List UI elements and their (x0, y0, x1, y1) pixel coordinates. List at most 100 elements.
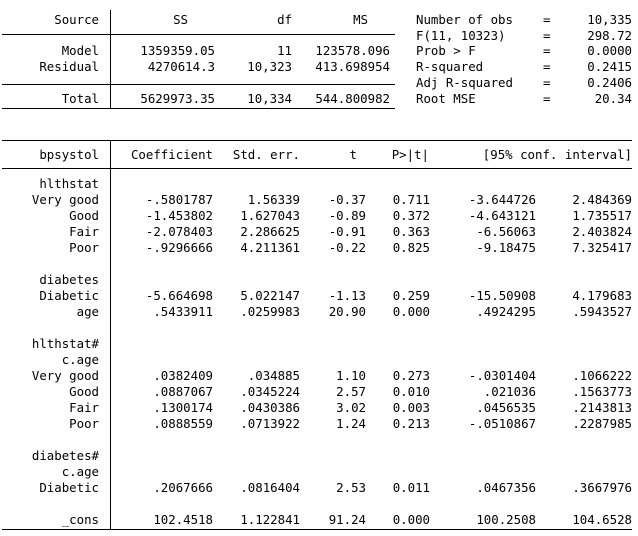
stderr-value: .034885 (247, 368, 300, 383)
stderr-value: .0430386 (240, 400, 300, 415)
ci-upper-value: 2.403824 (572, 224, 632, 239)
coef-header-coefficient: Coefficient (130, 147, 213, 162)
coef-value: 102.4518 (153, 512, 213, 527)
coef-header-rule (2, 168, 632, 169)
ci-lower-value: -6.56063 (476, 224, 536, 239)
anova-row-label: Model (61, 43, 99, 58)
coef-value: .1300174 (153, 400, 213, 415)
anova-bottom-rule (2, 108, 395, 109)
ci-upper-value: .1066222 (572, 368, 632, 383)
coef-separator (110, 140, 111, 529)
stat-equals: = (543, 43, 551, 58)
ci-lower-value: -3.644726 (468, 192, 536, 207)
stat-label: Adj R-squared (416, 75, 513, 90)
coef-value: -5.664698 (145, 288, 213, 303)
coef-header-t: t (349, 147, 357, 162)
t-value: 1.10 (336, 368, 366, 383)
ci-lower-value: .0467356 (476, 480, 536, 495)
stderr-value: .0713922 (240, 416, 300, 431)
anova-total-ss: 5629973.35 (140, 91, 215, 106)
coef-group-label: c.age (61, 352, 99, 367)
anova-row-ms: 123578.096 (315, 43, 390, 58)
p-value: 0.259 (392, 288, 430, 303)
p-value: 0.000 (392, 304, 430, 319)
anova-header-rule (2, 34, 395, 35)
anova-row-ss: 1359359.05 (140, 43, 215, 58)
anova-header-ss: SS (173, 12, 188, 27)
stderr-value: .0816404 (240, 480, 300, 495)
coef-row-label: Very good (31, 192, 99, 207)
stat-value: 298.72 (587, 28, 632, 43)
stat-equals: = (543, 12, 551, 27)
anova-row-ss: 4270614.3 (147, 59, 215, 74)
ci-upper-value: .2143813 (572, 400, 632, 415)
stat-value: 0.2415 (587, 59, 632, 74)
ci-lower-value: -.0301404 (468, 368, 536, 383)
ci-upper-value: .1563773 (572, 384, 632, 399)
coef-value: -1.453802 (145, 208, 213, 223)
anova-header-ms: MS (353, 12, 368, 27)
coef-group-label: diabetes (39, 272, 99, 287)
p-value: 0.003 (392, 400, 430, 415)
ci-upper-value: 4.179683 (572, 288, 632, 303)
t-value: -0.91 (328, 224, 366, 239)
coef-row-label: Poor (69, 240, 99, 255)
stat-label: Prob > F (416, 43, 476, 58)
coef-value: -.5801787 (145, 192, 213, 207)
stat-equals: = (543, 91, 551, 106)
coef-row-label: _cons (61, 512, 99, 527)
p-value: 0.273 (392, 368, 430, 383)
stderr-value: 2.286625 (240, 224, 300, 239)
t-value: -0.22 (328, 240, 366, 255)
p-value: 0.711 (392, 192, 430, 207)
stderr-value: 5.022147 (240, 288, 300, 303)
coef-value: .2067666 (153, 480, 213, 495)
anova-total-ms: 544.800982 (315, 91, 390, 106)
p-value: 0.010 (392, 384, 430, 399)
p-value: 0.011 (392, 480, 430, 495)
stat-value: 0.2406 (587, 75, 632, 90)
stat-value: 20.34 (594, 91, 632, 106)
t-value: 91.24 (328, 512, 366, 527)
anova-row-df: 10,323 (247, 59, 292, 74)
coef-value: .0382409 (153, 368, 213, 383)
coef-value: -.9296666 (145, 240, 213, 255)
t-value: 2.57 (336, 384, 366, 399)
p-value: 0.213 (392, 416, 430, 431)
coef-row-label: Diabetic (39, 480, 99, 495)
stderr-value: 1.122841 (240, 512, 300, 527)
ci-upper-value: 1.735517 (572, 208, 632, 223)
t-value: -0.89 (328, 208, 366, 223)
coef-top-rule (2, 140, 632, 141)
anova-header-source: Source (54, 12, 99, 27)
coef-row-label: Poor (69, 416, 99, 431)
anova-header-df: df (277, 12, 292, 27)
ci-upper-value: .3667976 (572, 480, 632, 495)
stat-label: Root MSE (416, 91, 476, 106)
coef-value: -2.078403 (145, 224, 213, 239)
anova-total-rule (2, 84, 395, 85)
stderr-value: .0259983 (240, 304, 300, 319)
ci-lower-value: -9.18475 (476, 240, 536, 255)
p-value: 0.372 (392, 208, 430, 223)
coef-row-label: Diabetic (39, 288, 99, 303)
p-value: 0.363 (392, 224, 430, 239)
coef-row-label: Good (69, 208, 99, 223)
coef-group-label: hlthstat# (31, 336, 99, 351)
p-value: 0.000 (392, 512, 430, 527)
anova-total-label: Total (61, 91, 99, 106)
t-value: -1.13 (328, 288, 366, 303)
ci-upper-value: .2287985 (572, 416, 632, 431)
t-value: 2.53 (336, 480, 366, 495)
p-value: 0.825 (392, 240, 430, 255)
stat-label: F(11, 10323) (416, 28, 506, 43)
coef-group-label: hlthstat (39, 176, 99, 191)
ci-lower-value: -4.643121 (468, 208, 536, 223)
anova-total-df: 10,334 (247, 91, 292, 106)
ci-lower-value: -.0510867 (468, 416, 536, 431)
anova-separator (110, 10, 111, 108)
ci-upper-value: 104.6528 (572, 512, 632, 527)
coef-bottom-rule (2, 529, 632, 530)
ci-upper-value: 2.484369 (572, 192, 632, 207)
anova-row-label: Residual (39, 59, 99, 74)
